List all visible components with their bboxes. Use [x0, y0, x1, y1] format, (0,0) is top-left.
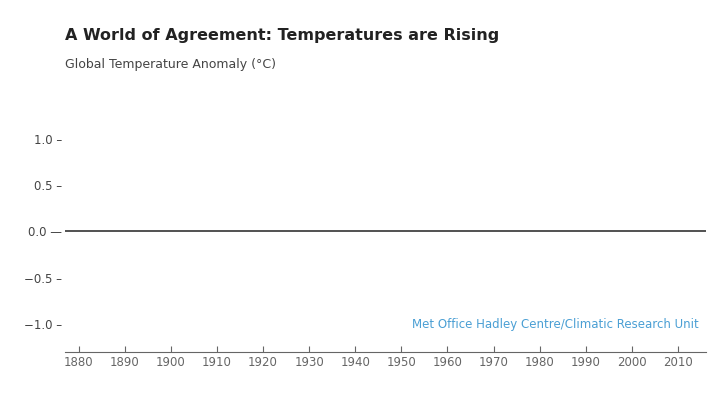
Text: A World of Agreement: Temperatures are Rising: A World of Agreement: Temperatures are R… [65, 28, 499, 43]
Text: Global Temperature Anomaly (°C): Global Temperature Anomaly (°C) [65, 58, 276, 71]
Text: Met Office Hadley Centre/Climatic Research Unit: Met Office Hadley Centre/Climatic Resear… [413, 318, 699, 331]
